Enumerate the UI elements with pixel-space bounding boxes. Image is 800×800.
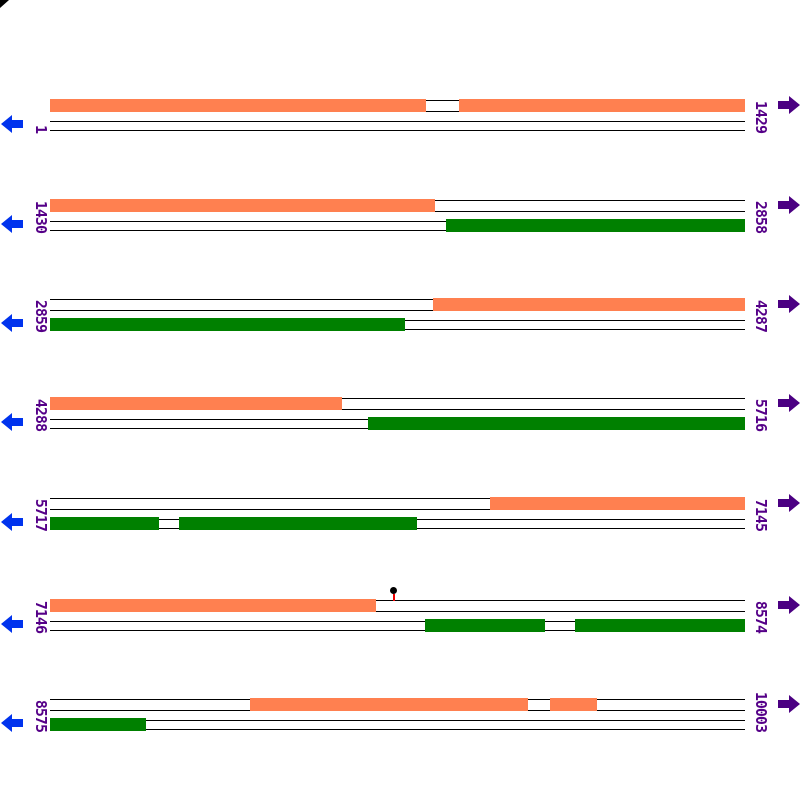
row-start-coordinate: 7146	[32, 600, 50, 633]
forward-orf-bar[interactable]	[50, 199, 435, 212]
forward-orf-bar[interactable]	[433, 298, 745, 311]
reverse-orf-bar[interactable]	[425, 619, 545, 632]
forward-strand-arrow-icon	[778, 196, 800, 214]
row-start-coordinate: 5717	[32, 498, 50, 531]
forward-strand-arrow-icon	[778, 295, 800, 313]
frame-line	[50, 310, 745, 311]
row-end-coordinate: 4287	[752, 299, 770, 332]
feature-marker-stem	[393, 594, 395, 601]
forward-strand-arrow-icon	[778, 596, 800, 614]
corner-artifact-icon	[0, 0, 9, 8]
reverse-orf-bar[interactable]	[368, 417, 745, 430]
frame-line	[50, 630, 745, 631]
row-start-coordinate: 2859	[32, 299, 50, 332]
row-end-coordinate: 1429	[752, 100, 770, 133]
forward-orf-bar[interactable]	[50, 99, 426, 112]
reverse-strand-arrow-icon	[1, 215, 23, 233]
reverse-orf-bar[interactable]	[575, 619, 745, 632]
forward-orf-bar[interactable]	[50, 397, 342, 410]
forward-orf-bar[interactable]	[50, 599, 376, 612]
frame-line	[50, 720, 745, 721]
reverse-orf-bar[interactable]	[446, 219, 745, 232]
row-end-coordinate: 8574	[752, 600, 770, 633]
frame-line	[50, 621, 745, 622]
forward-orf-bar[interactable]	[550, 698, 597, 711]
frame-line	[50, 509, 745, 510]
frame-line	[50, 130, 745, 131]
reverse-strand-arrow-icon	[1, 314, 23, 332]
frame-line	[50, 729, 745, 730]
frame-line	[50, 600, 745, 601]
row-end-coordinate: 5716	[752, 398, 770, 431]
reverse-orf-bar[interactable]	[50, 318, 405, 331]
feature-marker-icon	[390, 587, 397, 594]
forward-strand-arrow-icon	[778, 394, 800, 412]
frame-line	[50, 611, 745, 612]
row-end-coordinate: 2858	[752, 200, 770, 233]
frame-line	[50, 230, 745, 231]
row-start-coordinate: 1	[32, 124, 50, 133]
reverse-strand-arrow-icon	[1, 513, 23, 531]
frame-line	[50, 398, 745, 399]
row-end-coordinate: 10003	[752, 691, 770, 732]
forward-orf-bar[interactable]	[459, 99, 745, 112]
forward-strand-arrow-icon	[778, 494, 800, 512]
reverse-strand-arrow-icon	[1, 714, 23, 732]
reverse-orf-bar[interactable]	[179, 517, 417, 530]
frame-line	[50, 409, 745, 410]
forward-orf-bar[interactable]	[250, 698, 528, 711]
row-start-coordinate: 1430	[32, 200, 50, 233]
reverse-orf-bar[interactable]	[50, 718, 146, 731]
row-start-coordinate: 8575	[32, 699, 50, 732]
row-start-coordinate: 4288	[32, 398, 50, 431]
frame-line	[50, 299, 745, 300]
reverse-strand-arrow-icon	[1, 615, 23, 633]
frame-line	[50, 221, 745, 222]
forward-strand-arrow-icon	[778, 96, 800, 114]
frame-line	[50, 498, 745, 499]
forward-strand-arrow-icon	[778, 695, 800, 713]
frame-line	[50, 121, 745, 122]
row-end-coordinate: 7145	[752, 498, 770, 531]
reverse-strand-arrow-icon	[1, 115, 23, 133]
forward-orf-bar[interactable]	[490, 497, 745, 510]
reverse-strand-arrow-icon	[1, 413, 23, 431]
reverse-orf-bar[interactable]	[50, 517, 159, 530]
